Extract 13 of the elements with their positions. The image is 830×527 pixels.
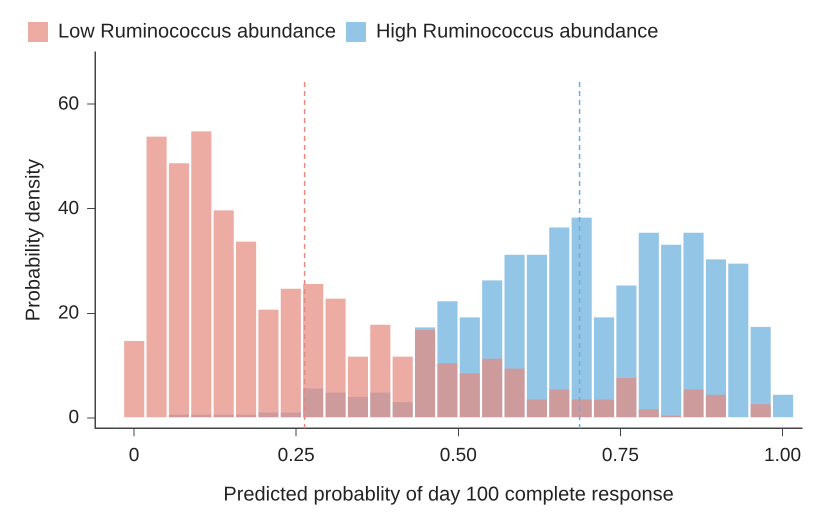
x-tick-label: 0: [128, 444, 140, 466]
y-tick-label: 0: [68, 406, 80, 428]
legend-label: High Ruminococcus abundance: [376, 20, 658, 43]
x-tick-label: 0.25: [278, 444, 315, 466]
x-tick-label: 0.50: [440, 444, 477, 466]
x-tick-label: 0.75: [602, 444, 639, 466]
x-axis-title: Predicted probablity of day 100 complete response: [223, 484, 674, 506]
y-axis-title: Probability density: [22, 158, 45, 322]
y-tick-label: 60: [58, 93, 80, 114]
y-tick-label: 20: [58, 302, 80, 324]
x-tick-label: 1.00: [764, 444, 802, 466]
y-tick-label: 40: [58, 198, 80, 219]
legend-label: Low Ruminococcus abundance: [58, 20, 336, 43]
